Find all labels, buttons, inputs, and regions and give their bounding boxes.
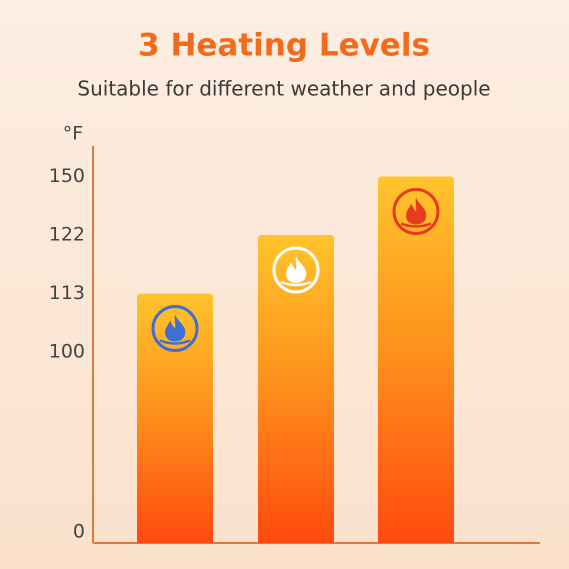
y-tick-label: 0 — [73, 521, 85, 543]
level-icon — [151, 305, 199, 352]
icon-ring — [272, 246, 320, 294]
icon-flame — [165, 314, 186, 342]
icon-ring — [151, 305, 199, 352]
y-tick-label: 113 — [49, 282, 85, 304]
y-tick-label: 100 — [49, 341, 85, 363]
icon-flame — [406, 197, 427, 225]
icon-base — [400, 222, 432, 228]
y-axis-label: °F — [63, 123, 83, 145]
level-icon — [392, 188, 440, 235]
icon-base — [280, 280, 312, 287]
y-tick-label: 150 — [49, 165, 85, 187]
chart-subtitle: Suitable for different weather and peopl… — [77, 77, 490, 101]
bar — [258, 235, 334, 543]
icon-ring — [392, 188, 440, 235]
icon-flame — [286, 256, 307, 283]
chart-title: 3 Heating Levels — [138, 28, 430, 64]
bar — [137, 293, 213, 543]
bar — [378, 176, 454, 543]
y-tick-label: 122 — [49, 224, 85, 246]
level-icon — [272, 246, 320, 294]
icon-base — [159, 339, 191, 345]
